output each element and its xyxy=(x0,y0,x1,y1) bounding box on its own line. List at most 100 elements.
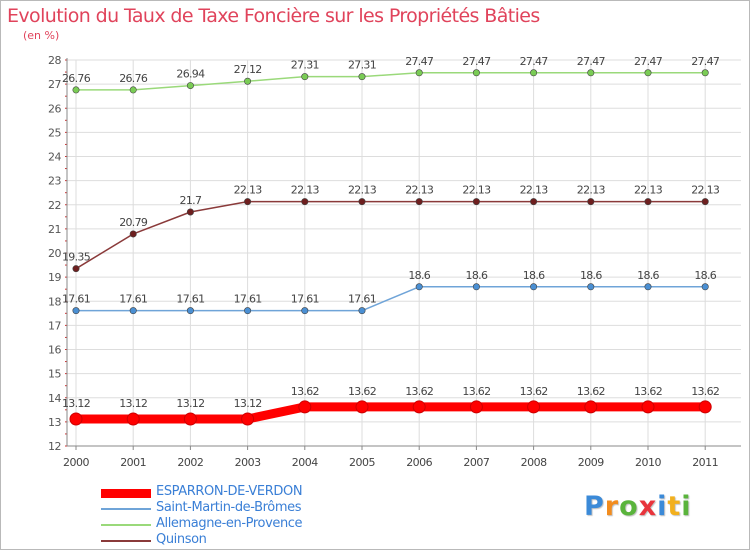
series-line-3 xyxy=(75,200,706,270)
series-point-1 xyxy=(587,283,595,291)
series-point-3 xyxy=(587,198,595,206)
series-point-3 xyxy=(301,198,309,206)
data-label-3: 22.13 xyxy=(234,184,263,197)
data-label-2: 27.47 xyxy=(405,55,434,68)
series-point-3 xyxy=(358,198,366,206)
series-point-2 xyxy=(72,86,80,94)
data-label-0: 13.62 xyxy=(691,385,719,398)
series-point-0 xyxy=(412,400,426,414)
legend-label: ESPARRON-DE-VERDON xyxy=(156,484,303,499)
series-point-1 xyxy=(415,283,423,291)
series-point-1 xyxy=(301,307,309,315)
y-tick-label: 16 xyxy=(48,344,61,357)
series-point-0 xyxy=(126,412,140,426)
x-tick-label: 2011 xyxy=(692,456,718,469)
proxiti-logo: Proxiti xyxy=(584,491,692,522)
data-label-3: 22.13 xyxy=(634,184,663,197)
data-label-3: 22.13 xyxy=(462,184,491,197)
series-point-1 xyxy=(701,283,709,291)
series-point-0 xyxy=(183,412,197,426)
y-tick-label: 24 xyxy=(48,151,61,164)
data-label-1: 17.61 xyxy=(291,293,319,306)
data-label-2: 27.31 xyxy=(291,59,319,72)
series-point-0 xyxy=(355,400,369,414)
series-point-2 xyxy=(587,69,595,77)
series-line-0 xyxy=(71,402,710,424)
series-point-1 xyxy=(358,307,366,315)
series-point-2 xyxy=(301,73,309,81)
series-point-1 xyxy=(644,283,652,291)
y-tick-label: 26 xyxy=(48,102,61,115)
data-label-1: 17.61 xyxy=(234,293,262,306)
series-point-2 xyxy=(644,69,652,77)
data-label-2: 27.47 xyxy=(634,55,663,68)
data-label-3: 22.13 xyxy=(291,184,320,197)
data-label-2: 26.76 xyxy=(119,72,148,85)
chart-title: Evolution du Taux de Taxe Foncière sur l… xyxy=(7,5,540,27)
legend-swatch xyxy=(101,488,151,498)
series-point-1 xyxy=(244,307,252,315)
series-point-2 xyxy=(701,69,709,77)
series-point-1 xyxy=(129,307,137,315)
data-label-2: 26.76 xyxy=(62,72,91,85)
series-line-2 xyxy=(75,72,706,91)
series-line-1 xyxy=(75,286,706,312)
logo-letter: o xyxy=(619,491,639,522)
series-point-1 xyxy=(72,307,80,315)
data-label-3: 22.13 xyxy=(520,184,549,197)
legend-swatch xyxy=(101,524,151,526)
x-tick-label: 2001 xyxy=(120,456,146,469)
data-label-0: 13.62 xyxy=(520,385,548,398)
data-label-3: 21.7 xyxy=(180,194,202,207)
x-tick-label: 2009 xyxy=(578,456,604,469)
series-point-0 xyxy=(241,412,255,426)
data-label-3: 22.13 xyxy=(691,184,720,197)
legend-label: Quinson xyxy=(156,532,207,547)
data-label-3: 22.13 xyxy=(348,184,377,197)
y-tick-label: 28 xyxy=(48,54,61,67)
data-label-2: 27.47 xyxy=(691,55,720,68)
y-tick-label: 23 xyxy=(48,175,61,188)
data-label-1: 18.6 xyxy=(408,269,430,282)
x-tick-label: 2007 xyxy=(463,456,489,469)
series-point-3 xyxy=(72,265,80,273)
y-tick-label: 27 xyxy=(48,78,61,91)
series-point-0 xyxy=(698,400,712,414)
data-label-1: 17.61 xyxy=(176,293,204,306)
data-label-3: 20.79 xyxy=(119,216,148,229)
series-point-0 xyxy=(469,400,483,414)
x-tick-label: 2005 xyxy=(349,456,375,469)
data-label-1: 18.6 xyxy=(466,269,488,282)
x-tick-label: 2004 xyxy=(292,456,318,469)
y-tick-label: 13 xyxy=(48,416,61,429)
legend-label: Allemagne-en-Provence xyxy=(156,516,303,531)
series-point-2 xyxy=(186,82,194,90)
series-point-2 xyxy=(244,77,252,85)
series-point-3 xyxy=(244,198,252,206)
series-point-1 xyxy=(530,283,538,291)
y-tick-label: 19 xyxy=(48,271,61,284)
series-point-0 xyxy=(298,400,312,414)
series-point-3 xyxy=(644,198,652,206)
legend-swatch xyxy=(101,508,151,510)
series-point-3 xyxy=(472,198,480,206)
y-tick-label: 14 xyxy=(48,392,61,405)
data-label-2: 27.47 xyxy=(577,55,606,68)
x-tick-label: 2002 xyxy=(177,456,203,469)
data-label-1: 18.6 xyxy=(523,269,545,282)
data-label-0: 13.12 xyxy=(119,397,147,410)
logo-letter: i xyxy=(681,491,692,522)
series-point-2 xyxy=(415,69,423,77)
data-label-2: 27.31 xyxy=(348,59,376,72)
data-label-0: 13.62 xyxy=(405,385,433,398)
series-point-2 xyxy=(530,69,538,77)
data-label-1: 18.6 xyxy=(580,269,602,282)
data-label-1: 17.61 xyxy=(119,293,147,306)
data-label-0: 13.62 xyxy=(577,385,605,398)
data-label-0: 13.12 xyxy=(234,397,262,410)
x-tick-label: 2000 xyxy=(63,456,89,469)
logo-letter: x xyxy=(638,491,658,522)
data-label-0: 13.62 xyxy=(634,385,662,398)
legend-swatch xyxy=(101,540,151,542)
series-point-3 xyxy=(701,198,709,206)
